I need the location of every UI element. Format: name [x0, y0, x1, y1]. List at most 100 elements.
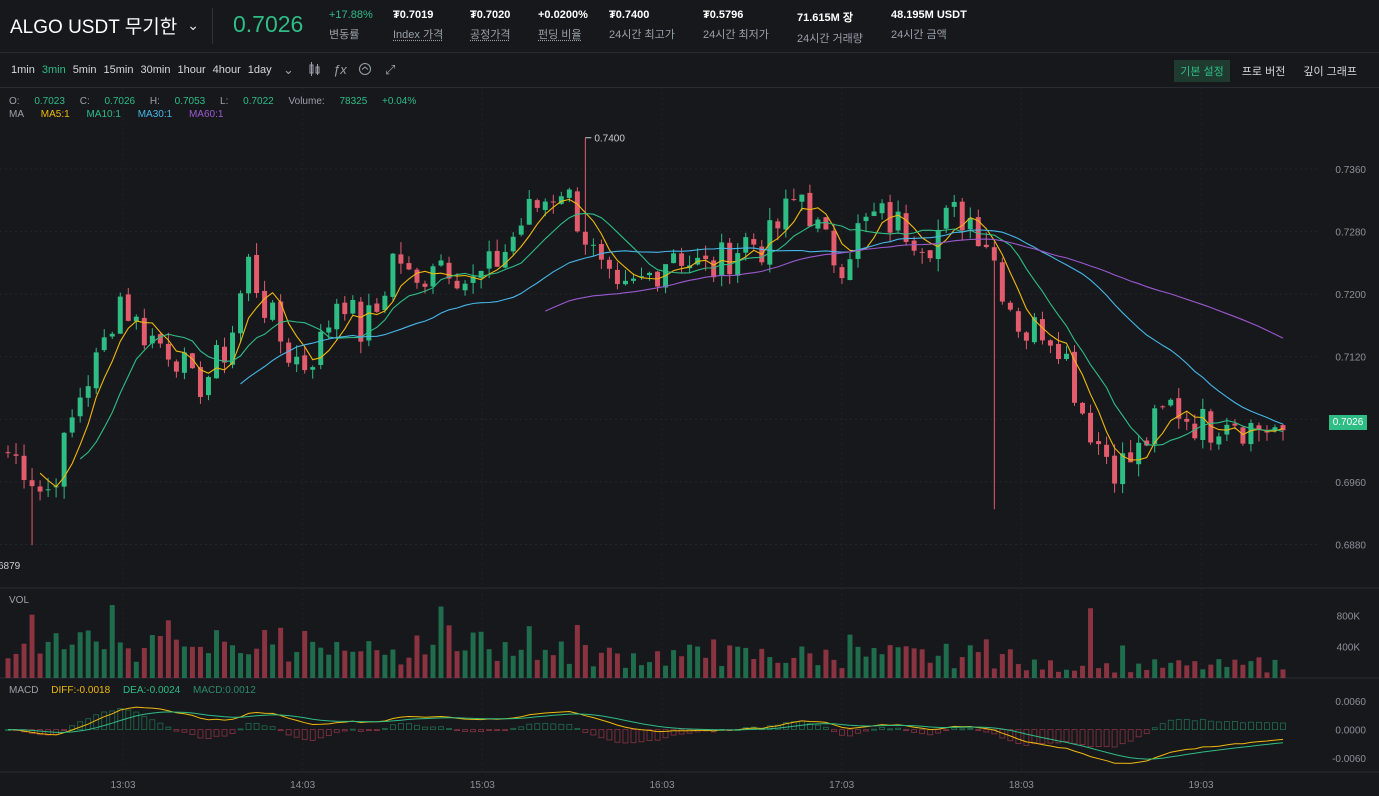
candle-body [1080, 402, 1086, 414]
ma60-line [545, 238, 1284, 339]
macd-histogram-bar [1264, 722, 1270, 731]
macd-dea: DEA:-0.0024 [122, 685, 181, 696]
candle-body [639, 276, 644, 278]
candle-body [735, 253, 741, 276]
stat-7: 48.195M USDT 24시간 금액 [891, 9, 967, 42]
volume-bar [1272, 659, 1278, 678]
candle-body [791, 199, 797, 201]
candle-body [478, 270, 484, 278]
volume-bar [93, 641, 99, 678]
volume-bar [165, 620, 171, 678]
volume-label: Volume: [288, 96, 325, 107]
stat-4: ₮0.7400 24시간 최고가 [609, 9, 675, 42]
fullscreen-icon[interactable]: ⤢ [385, 62, 396, 77]
macd-histogram-bar [823, 726, 829, 731]
candle-body [262, 290, 268, 318]
symbol-selector[interactable]: ALGO USDT 무기한 ⌄ [10, 12, 199, 39]
volume-bar [125, 648, 131, 678]
candle-body [286, 342, 292, 363]
interval-4hour[interactable]: 4hour [212, 64, 241, 76]
volume-bar [630, 653, 636, 678]
interval-15min[interactable]: 15min [103, 64, 134, 76]
stat-label: 변동률 [329, 29, 360, 41]
macd-histogram-bar [1023, 729, 1030, 746]
candle-body [342, 302, 348, 315]
macd-histogram-bar [390, 724, 396, 731]
macd-histogram-bar [975, 729, 982, 732]
stat-2[interactable]: ₮0.7020 공정가격 [470, 9, 510, 42]
volume-bar [823, 649, 829, 678]
interval-3min[interactable]: 3min [41, 64, 66, 76]
candle-body [101, 337, 107, 351]
volume-bar [414, 635, 420, 678]
interval-5min[interactable]: 5min [72, 64, 97, 76]
stat-label: 24시간 최저가 [703, 29, 769, 41]
macd-histogram-bar [1063, 729, 1070, 742]
stat-1[interactable]: ₮0.7019 Index 가격 [393, 9, 443, 42]
volume-bar [430, 644, 436, 678]
candle-body [879, 203, 885, 214]
interval-1day[interactable]: 1day [247, 64, 272, 76]
volume-bar [606, 647, 612, 678]
close-label: C: [79, 96, 90, 107]
stat-value: +17.88% [329, 9, 373, 21]
volume-bar [238, 653, 244, 678]
volume-bar [663, 665, 669, 678]
volume-bar [510, 655, 516, 678]
stat-3[interactable]: +0.0200% 펀딩 비율 [538, 9, 588, 42]
ma-legend: MA MA5:1 MA10:1 MA30:1 MA60:1 [9, 109, 237, 120]
candle-body [205, 377, 211, 396]
view-option-2[interactable]: 깊이 그래프 [1303, 66, 1357, 78]
candle-body [1280, 425, 1286, 431]
macd-histogram-bar [197, 729, 204, 739]
candle-body [13, 454, 19, 456]
interval-1min[interactable]: 1min [11, 64, 35, 76]
macd-histogram-bar [125, 709, 132, 731]
volume-bar [614, 653, 620, 678]
high-label: H: [149, 96, 160, 107]
open-value: 0.7023 [34, 96, 65, 107]
price-axis-label: 0.7200 [1335, 290, 1366, 301]
macd-histogram-bar [871, 728, 877, 731]
macd-histogram-bar [221, 729, 228, 737]
price-axis-label: 0.6960 [1335, 478, 1366, 489]
ma5-line [39, 198, 1284, 488]
candle-body [173, 361, 179, 372]
volume-bar [550, 655, 556, 678]
macd-histogram-bar [807, 723, 813, 731]
low-label: L: [220, 96, 229, 107]
interval-1hour[interactable]: 1hour [177, 64, 206, 76]
volume-bar [566, 663, 572, 678]
candle-body [550, 201, 556, 203]
volume-bar [462, 650, 468, 678]
candle-body [847, 259, 853, 280]
settings-icon[interactable] [358, 62, 372, 79]
candle-body [1047, 340, 1053, 346]
candle-body [1240, 427, 1246, 444]
ma30-line [240, 229, 1284, 425]
interval-30min[interactable]: 30min [140, 64, 171, 76]
macd-histogram-bar [831, 729, 837, 732]
candles-icon[interactable] [309, 62, 321, 79]
macd-histogram-bar [1223, 721, 1230, 731]
macd-histogram-bar [462, 729, 468, 732]
volume-bar [687, 644, 693, 678]
volume-bar [1144, 669, 1150, 678]
indicator-fx-icon[interactable]: ƒx [333, 62, 347, 77]
chevron-down-icon[interactable]: ⌄ [283, 62, 294, 77]
candle-body [1104, 444, 1110, 457]
candle-body [382, 295, 388, 311]
candle-body [630, 278, 636, 281]
macd-histogram-bar [670, 729, 677, 736]
view-option-0[interactable]: 기본 설정 [1174, 60, 1230, 82]
candle-body [999, 262, 1005, 302]
candle-body [743, 237, 749, 253]
macd-histogram-bar [1167, 719, 1174, 731]
macd-histogram-bar [534, 723, 541, 731]
view-option-1[interactable]: 프로 버전 [1241, 66, 1286, 78]
macd-histogram-bar [93, 714, 100, 731]
volume-bar [542, 649, 548, 678]
macd-histogram-bar [349, 728, 356, 731]
candle-body [679, 253, 685, 266]
candle-body [117, 296, 123, 334]
